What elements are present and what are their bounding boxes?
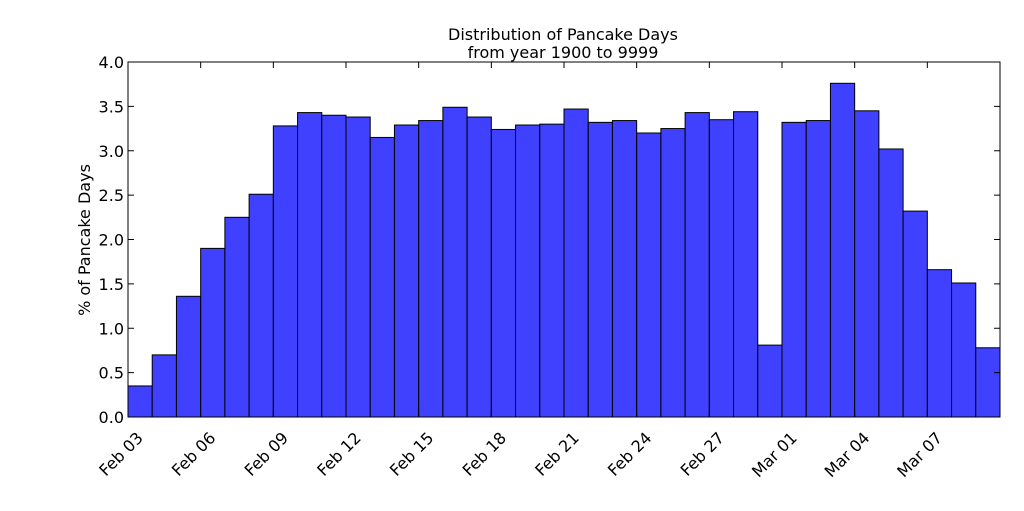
bar-feb-23 — [611, 120, 638, 418]
bar-mar-03 — [829, 82, 856, 418]
bar-mar-02 — [805, 120, 831, 418]
plot-frame — [127, 61, 1001, 418]
bar-feb-15 — [418, 120, 444, 418]
y-tick-label: 3.5 — [99, 97, 124, 116]
bar-feb-27 — [708, 119, 735, 418]
x-tick-label: Mar 07 — [893, 428, 946, 481]
x-tick-label: Feb 06 — [168, 428, 219, 479]
y-tick-label: 0.0 — [99, 408, 124, 427]
bar-mar-07 — [926, 269, 953, 418]
bar-feb-25 — [660, 128, 686, 418]
bar-feb-05 — [175, 295, 202, 418]
bar-mar-06 — [902, 210, 928, 418]
bar-feb-21 — [563, 108, 589, 418]
bar-mar-05 — [878, 148, 904, 418]
bar-feb-13 — [369, 136, 395, 418]
bar-feb-18 — [490, 128, 517, 418]
y-tick-label: 4.0 — [99, 53, 124, 72]
bar-mar-01 — [781, 121, 807, 418]
x-tick-label: Mar 04 — [821, 428, 874, 481]
x-tick-label: Feb 21 — [531, 428, 582, 479]
y-tick-label: 0.5 — [99, 364, 124, 383]
x-tick-label: Feb 03 — [95, 428, 146, 479]
bar-feb-09 — [272, 125, 299, 418]
bar-feb-11 — [321, 114, 347, 418]
bar-feb-06 — [200, 247, 226, 418]
y-tick-label: 1.0 — [99, 319, 124, 338]
bar-feb-22 — [587, 121, 613, 418]
x-tick-label: Feb 15 — [386, 428, 437, 479]
bar-feb-03 — [127, 385, 153, 418]
chart-title: Distribution of Pancake Days — [448, 25, 678, 44]
bar-feb-04 — [151, 354, 177, 418]
bar-feb-26 — [684, 112, 710, 418]
bar-group — [127, 82, 1001, 418]
bar-feb-16 — [442, 106, 468, 418]
bar-feb-24 — [636, 132, 662, 418]
x-tick-label: Feb 12 — [313, 428, 364, 479]
x-tick-label: Feb 24 — [604, 428, 655, 479]
bar-mar-08 — [951, 282, 977, 418]
x-tick-label: Feb 09 — [241, 428, 292, 479]
bar-feb-29 — [757, 344, 783, 418]
chart-subtitle: from year 1900 to 9999 — [468, 43, 659, 62]
y-axis-label: % of Pancake Days — [75, 164, 94, 316]
bar-mar-04 — [854, 110, 880, 418]
y-tick-label: 3.0 — [99, 142, 124, 161]
bar-feb-07 — [224, 216, 250, 418]
x-tick-label: Feb 18 — [459, 428, 510, 479]
bar-feb-20 — [539, 123, 565, 418]
bar-feb-19 — [515, 124, 541, 418]
y-axis: 0.0 0.5 1.0 1.5 2.0 2.5 3.0 3.5 4.0 — [99, 53, 1000, 427]
y-tick-label: 1.5 — [99, 275, 124, 294]
bar-mar-09 — [975, 347, 1001, 418]
bar-feb-17 — [466, 116, 492, 418]
x-tick-label: Mar 01 — [748, 428, 801, 481]
bar-feb-28 — [733, 111, 759, 418]
bar-feb-14 — [393, 124, 420, 418]
x-tick-label: Feb 27 — [677, 428, 728, 479]
bar-feb-08 — [248, 193, 274, 418]
y-tick-label: 2.5 — [99, 186, 124, 205]
y-tick-label: 2.0 — [99, 231, 124, 250]
bar-feb-12 — [345, 116, 371, 418]
bar-feb-10 — [297, 112, 323, 418]
